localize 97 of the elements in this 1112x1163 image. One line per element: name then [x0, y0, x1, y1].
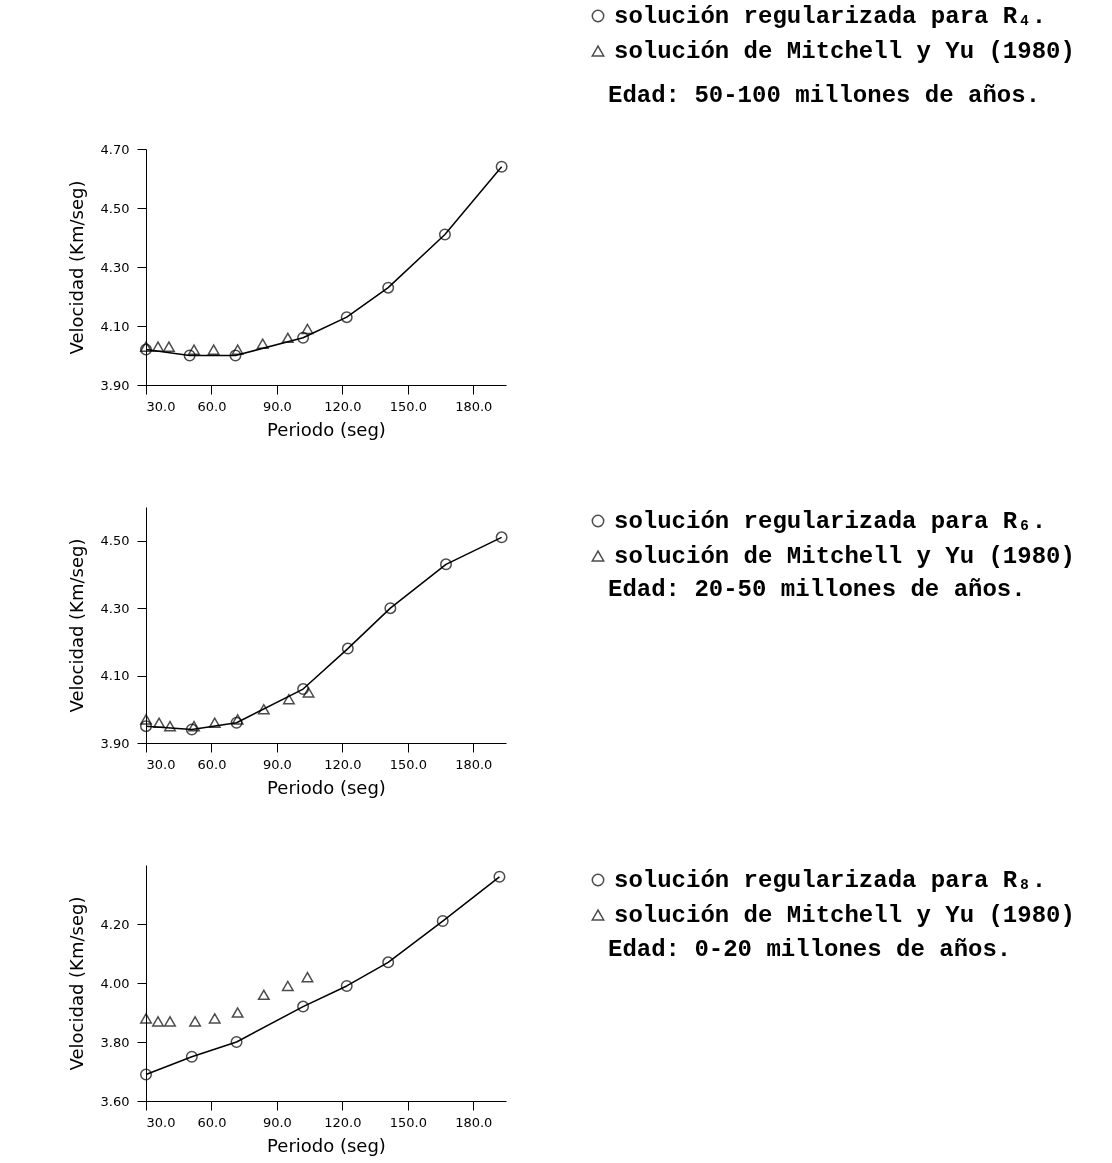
point [183, 349, 196, 362]
x-axis-title: Periodo (seg) [267, 418, 386, 440]
y-axis-title: Velocidad (Km/seg) [65, 538, 87, 713]
point [257, 703, 270, 715]
y-tick-label: 4.20 [100, 916, 130, 932]
point [152, 1016, 164, 1027]
point [230, 1036, 243, 1048]
point [164, 720, 176, 732]
legend-label: solución de Mitchell y Yu (1980) [614, 543, 1075, 570]
point [140, 341, 152, 352]
point [495, 160, 508, 173]
point [256, 338, 269, 349]
legend-label: solución regularizada para R₈. [614, 867, 1047, 894]
y-tick-label: 4.30 [100, 259, 130, 275]
point [297, 331, 310, 344]
point [440, 558, 452, 571]
x-tick-label: 30.0 [146, 398, 176, 414]
point [301, 323, 314, 335]
legend-label: solución regularizada para R₆. [614, 508, 1047, 535]
point [302, 687, 315, 698]
point [384, 602, 397, 615]
x-tick-label: 60.0 [197, 398, 227, 414]
point [140, 714, 152, 725]
point [140, 1013, 152, 1024]
text: Edad: 20-50 millones de años. [608, 576, 1026, 603]
y-tick-label: 3.60 [100, 1093, 130, 1109]
point [153, 717, 166, 729]
y-tick-label: 4.30 [100, 600, 130, 616]
y-tick-label: 4.50 [100, 200, 130, 216]
point [140, 1068, 152, 1081]
x-tick-label: 30.0 [146, 1114, 176, 1130]
point [185, 723, 198, 736]
point [185, 1050, 198, 1063]
point [140, 343, 152, 356]
x-tick-label: 90.0 [262, 756, 292, 772]
legend-label: solución de Mitchell y Yu (1980) [614, 902, 1075, 929]
y-axis-title: Velocidad (Km/seg) [65, 896, 87, 1071]
point [438, 228, 451, 241]
x-axis-title: Periodo (seg) [267, 776, 386, 798]
y-axis-title: Velocidad (Km/seg) [65, 180, 87, 355]
point [231, 344, 244, 355]
legend-label: solución regularizada para R₄. [614, 3, 1047, 30]
y-tick-label: 4.50 [100, 533, 130, 549]
point [382, 281, 395, 294]
point [231, 714, 244, 725]
point [164, 1016, 176, 1027]
point [229, 349, 242, 362]
y-tick-label: 4.10 [100, 668, 130, 684]
point [230, 716, 243, 729]
x-tick-label: 60.0 [197, 756, 227, 772]
point [140, 720, 152, 733]
point [340, 979, 353, 992]
point [341, 642, 354, 655]
point [208, 717, 221, 729]
x-tick-label: 150.0 [389, 756, 427, 772]
text: Edad: 50-100 millones de años. [608, 82, 1041, 109]
y-tick-label: 4.70 [100, 141, 130, 157]
point [297, 1000, 310, 1013]
point [281, 980, 294, 992]
point [495, 531, 508, 544]
x-tick-label: 180.0 [455, 398, 493, 414]
y-tick-label: 3.90 [100, 735, 130, 751]
y-tick-label: 3.80 [100, 1034, 130, 1050]
x-tick-label: 90.0 [262, 398, 292, 414]
point [207, 344, 220, 355]
x-tick-label: 120.0 [324, 756, 362, 772]
y-tick-label: 4.00 [100, 975, 130, 991]
point [436, 915, 449, 928]
x-tick-label: 180.0 [455, 1114, 493, 1130]
x-tick-label: 120.0 [324, 1114, 362, 1130]
point [297, 683, 310, 696]
x-tick-label: 180.0 [455, 756, 493, 772]
x-axis-title: Periodo (seg) [267, 1134, 386, 1156]
x-tick-label: 30.0 [146, 756, 176, 772]
point [281, 332, 294, 344]
text: Edad: 0-20 millones de años. [608, 936, 1012, 963]
point [208, 1013, 221, 1024]
y-tick-label: 3.90 [100, 377, 130, 393]
point [231, 1007, 244, 1018]
x-tick-label: 90.0 [262, 1114, 292, 1130]
point [257, 989, 270, 1001]
x-tick-label: 120.0 [324, 398, 362, 414]
x-tick-label: 150.0 [389, 398, 427, 414]
point [189, 1016, 202, 1027]
point [301, 971, 314, 983]
point [282, 693, 295, 705]
point [188, 344, 200, 355]
point [188, 720, 200, 732]
point [340, 311, 353, 324]
x-tick-label: 60.0 [197, 1114, 227, 1130]
point [162, 341, 175, 352]
point [152, 341, 164, 352]
point [382, 956, 395, 969]
x-tick-label: 150.0 [389, 1114, 427, 1130]
point [493, 870, 506, 883]
legend-label: solución de Mitchell y Yu (1980) [614, 38, 1075, 65]
y-tick-label: 4.10 [100, 318, 130, 334]
